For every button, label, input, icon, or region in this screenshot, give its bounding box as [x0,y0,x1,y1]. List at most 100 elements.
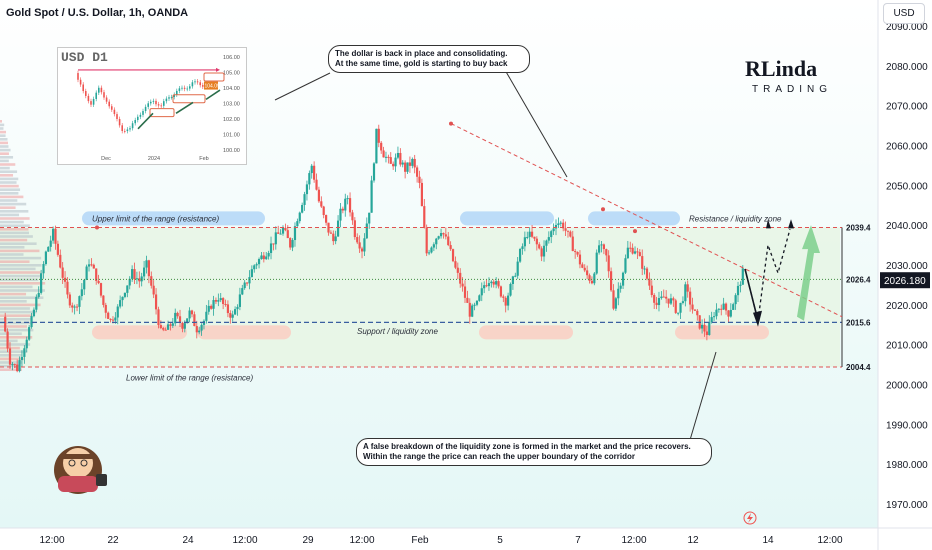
profile-bar [0,296,44,299]
x-tick-4: 29 [302,535,314,546]
profile-bar [0,213,20,217]
inset-candle-body [157,104,160,106]
candle-body [13,364,16,366]
candle-body [444,234,447,237]
x-tick-12: 12:00 [817,535,842,546]
candle-body [226,304,230,314]
candle-body [732,304,735,310]
candle-body [291,240,294,248]
currency-button[interactable]: USD [883,3,925,24]
current-price-label: 2026.180 [884,276,926,287]
x-tick-2: 24 [182,535,194,546]
candle-body [717,308,720,310]
inset-candle-body [139,114,142,117]
candle-body [602,244,606,250]
candle-body [471,305,474,317]
callout-breakdown-pointer [689,351,717,441]
candle-body [442,233,445,235]
candle-body [80,289,83,297]
profile-bar [0,278,39,281]
candle-body [605,249,608,256]
candle-body [11,364,14,366]
inset-candle-body [137,116,139,121]
inset-arrow-1 [175,101,194,114]
avatar-sweater [58,476,98,492]
inset-candle-body [85,91,87,96]
candle-body [624,258,627,273]
candle-body [451,249,455,262]
upper-limit-pill [82,211,265,226]
candle-body [530,231,534,237]
avatar-bangs [61,454,95,459]
candle-body [329,232,332,234]
inset-candle-body [134,120,136,124]
candle-body [241,288,244,295]
inset-chart: 106.00 105.00 104.00 103.00 102.00 101.00 100.… [77,55,240,162]
candle-body [514,275,517,277]
candle-body [90,264,93,266]
candle-body [133,269,136,280]
candle-body [188,310,191,319]
y-tick-7: 2020.000 [886,301,928,312]
candle-body [614,298,617,309]
candle-body [449,245,452,250]
candle-body [40,273,43,293]
profile-bar [0,339,18,343]
candle-body [660,296,663,299]
inset-arrow-2 [205,89,221,101]
candle-body [198,330,201,333]
inset-candle-body [168,97,170,99]
profile-bar [0,325,27,328]
inset-x-tick-1: 2024 [148,156,160,162]
candle-body [286,230,289,239]
avatar-glass-left [68,459,76,467]
candle-body [535,238,538,245]
candle-body [138,278,141,282]
inset-y-tick-3: 103.00 [223,101,240,107]
y-tick-5: 2040.000 [886,221,928,232]
candle-body [205,311,208,321]
resistance-zone-pill-1 [460,211,554,226]
candle-body [214,300,218,302]
candle-body [715,309,718,317]
candle-body [720,308,723,310]
inset-candle-body [178,88,181,91]
inset-x-tick-2: Feb [199,156,208,162]
y-tick-1: 2080.000 [886,62,928,73]
candle-body [128,278,131,286]
candles [4,124,744,373]
candle-body [59,254,62,268]
profile-bar [0,120,2,123]
inset-box-2 [203,72,225,82]
candle-body [468,302,471,317]
candle-body [250,269,253,278]
profile-bar [0,289,45,292]
candle-body [382,150,385,158]
profile-bar [0,145,9,148]
candle-body [729,309,732,317]
candle-body [447,236,450,246]
inset-candle-body [173,94,175,98]
candle-body [243,282,246,289]
candle-body [741,268,744,285]
bullish-arrow [797,225,820,321]
callout-breakdown-line: A false breakdown of the liquidity zone … [363,442,691,451]
candle-body [265,256,268,260]
candle-body [686,284,689,292]
inset-candle-body [142,111,144,115]
usd-daily-inset: USD D1 106.00 105.00 104.00 103.00 102.00 101… [57,47,247,165]
candle-body [28,327,31,340]
y-tick-10: 1990.000 [886,420,928,431]
candle-body [92,264,95,269]
candle-body [293,226,297,241]
inset-x-tick-0: Dec [101,156,111,162]
candle-body [578,254,582,265]
callout-dollar-pointer [274,72,331,101]
candle-body [171,323,174,326]
candle-body [157,309,160,326]
candle-body [32,309,36,317]
candle-body [437,236,440,239]
profile-bar [0,192,19,195]
profile-bar [0,235,33,238]
